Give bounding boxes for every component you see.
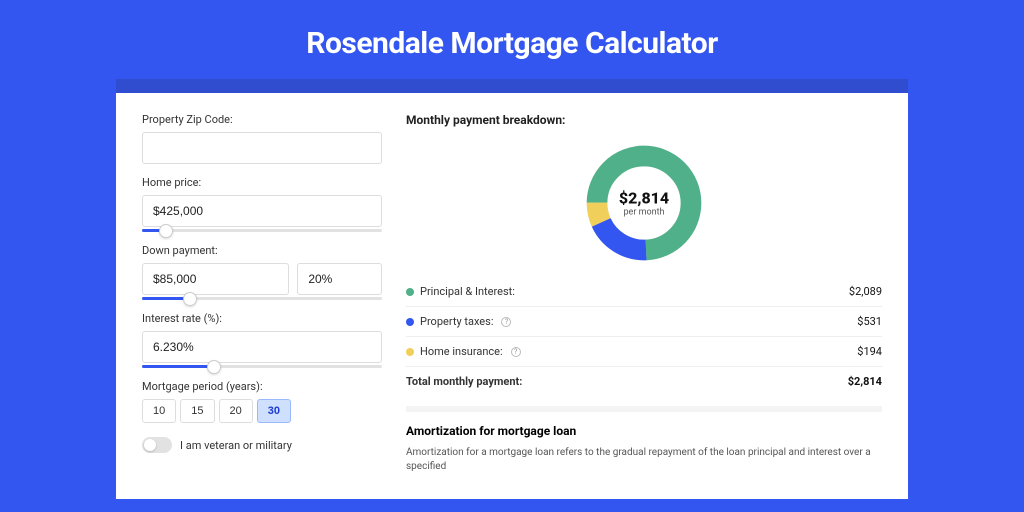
legend-row-principal: Principal & Interest: $2,089 — [406, 277, 882, 306]
zip-label: Property Zip Code: — [142, 113, 382, 126]
info-icon[interactable]: ? — [501, 317, 511, 327]
legend-val-insurance: $194 — [857, 345, 882, 358]
legend-label-taxes: Property taxes: — [420, 315, 493, 328]
legend-label-total: Total monthly payment: — [406, 375, 522, 388]
period-btn-30[interactable]: 30 — [257, 399, 291, 423]
legend-val-principal: $2,089 — [849, 285, 882, 298]
amortization-title: Amortization for mortgage loan — [406, 424, 882, 438]
down-payment-input[interactable] — [142, 263, 289, 295]
donut-center: $2,814 per month — [619, 189, 669, 218]
down-payment-field: Down payment: — [142, 244, 382, 300]
period-field: Mortgage period (years): 10 15 20 30 — [142, 380, 382, 423]
home-price-field: Home price: — [142, 176, 382, 232]
dot-principal-icon — [406, 288, 414, 296]
interest-rate-label: Interest rate (%): — [142, 312, 382, 325]
breakdown-title: Monthly payment breakdown: — [406, 113, 882, 127]
legend-row-insurance: Home insurance: ? $194 — [406, 336, 882, 366]
donut-container: $2,814 per month — [406, 137, 882, 277]
period-btn-10[interactable]: 10 — [142, 399, 176, 423]
page-title: Rosendale Mortgage Calculator — [0, 0, 1024, 79]
down-payment-percent-input[interactable] — [297, 263, 382, 295]
home-price-input[interactable] — [142, 195, 382, 227]
veteran-label: I am veteran or military — [180, 439, 292, 452]
interest-rate-input[interactable] — [142, 331, 382, 363]
period-button-group: 10 15 20 30 — [142, 399, 382, 423]
breakdown-panel: Monthly payment breakdown: $2,814 per mo… — [406, 113, 882, 479]
donut-sub: per month — [619, 208, 669, 218]
period-label: Mortgage period (years): — [142, 380, 382, 393]
amortization-section: Amortization for mortgage loan Amortizat… — [406, 406, 882, 474]
legend-label-principal: Principal & Interest: — [420, 285, 515, 298]
legend-row-taxes: Property taxes: ? $531 — [406, 306, 882, 336]
amortization-text: Amortization for a mortgage loan refers … — [406, 446, 882, 474]
interest-rate-slider[interactable] — [142, 365, 382, 368]
veteran-toggle[interactable] — [142, 437, 172, 453]
home-price-label: Home price: — [142, 176, 382, 189]
zip-field: Property Zip Code: — [142, 113, 382, 164]
legend-row-total: Total monthly payment: $2,814 — [406, 366, 882, 396]
donut-value: $2,814 — [619, 189, 669, 208]
down-payment-slider[interactable] — [142, 297, 382, 300]
veteran-toggle-row: I am veteran or military — [142, 437, 382, 453]
home-price-slider-thumb[interactable] — [159, 224, 173, 238]
dot-insurance-icon — [406, 348, 414, 356]
legend-label-insurance: Home insurance: — [420, 345, 503, 358]
input-panel: Property Zip Code: Home price: Down paym… — [142, 113, 382, 479]
period-btn-20[interactable]: 20 — [219, 399, 253, 423]
interest-rate-field: Interest rate (%): — [142, 312, 382, 368]
interest-rate-slider-fill — [142, 365, 214, 368]
calculator-card: Property Zip Code: Home price: Down paym… — [116, 79, 908, 499]
info-icon[interactable]: ? — [511, 347, 521, 357]
interest-rate-slider-thumb[interactable] — [207, 360, 221, 374]
legend-val-total: $2,814 — [848, 375, 882, 388]
zip-input[interactable] — [142, 132, 382, 164]
payment-donut: $2,814 per month — [582, 141, 706, 265]
dot-taxes-icon — [406, 318, 414, 326]
legend-val-taxes: $531 — [857, 315, 882, 328]
home-price-slider[interactable] — [142, 229, 382, 232]
down-payment-label: Down payment: — [142, 244, 382, 257]
period-btn-15[interactable]: 15 — [180, 399, 214, 423]
down-payment-slider-thumb[interactable] — [183, 292, 197, 306]
